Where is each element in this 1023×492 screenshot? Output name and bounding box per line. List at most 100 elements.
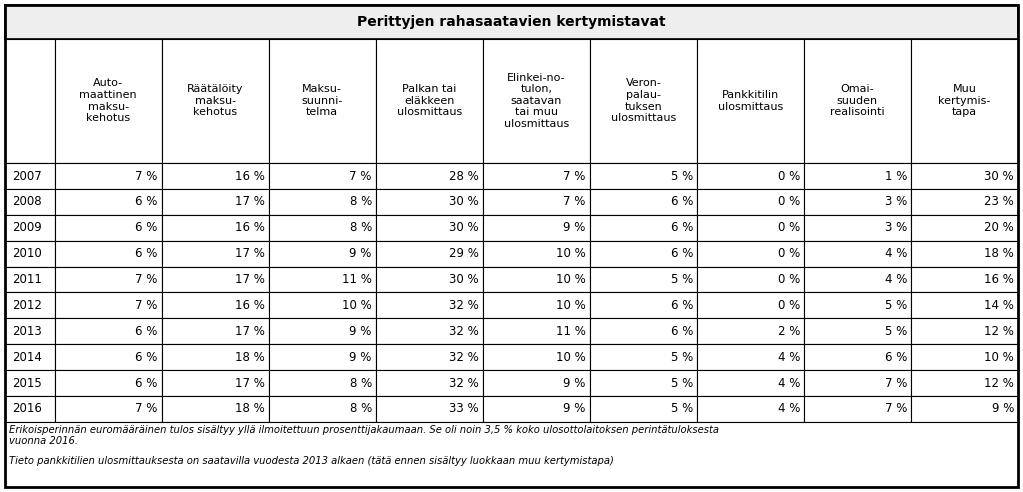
Bar — [590, 215, 697, 241]
Bar — [910, 189, 1018, 215]
Text: Auto-
maattinen
maksu-
kehotus: Auto- maattinen maksu- kehotus — [80, 78, 137, 123]
Bar — [162, 344, 269, 370]
Bar — [483, 189, 590, 215]
Bar — [483, 370, 590, 396]
Text: 16 %: 16 % — [235, 221, 265, 234]
Bar — [162, 241, 269, 267]
Text: 4 %: 4 % — [777, 376, 800, 390]
Text: 6 %: 6 % — [670, 221, 693, 234]
Bar — [804, 189, 910, 215]
Bar — [910, 292, 1018, 318]
Bar — [162, 370, 269, 396]
Bar — [697, 267, 804, 292]
Text: 2013: 2013 — [12, 325, 42, 338]
Bar — [375, 189, 483, 215]
Text: 7 %: 7 % — [564, 170, 586, 183]
Text: 6 %: 6 % — [670, 195, 693, 209]
Bar — [697, 189, 804, 215]
Bar — [162, 396, 269, 422]
Text: 6 %: 6 % — [135, 221, 158, 234]
Bar — [804, 292, 910, 318]
Text: Muu
kertymis-
tapa: Muu kertymis- tapa — [938, 84, 990, 118]
Text: 10 %: 10 % — [557, 299, 586, 312]
Text: 29 %: 29 % — [449, 247, 479, 260]
Text: 4 %: 4 % — [777, 351, 800, 364]
Bar — [269, 241, 375, 267]
Bar — [697, 163, 804, 189]
Text: 18 %: 18 % — [235, 402, 265, 415]
Bar — [375, 267, 483, 292]
Text: 4 %: 4 % — [777, 402, 800, 415]
Text: 3 %: 3 % — [885, 195, 907, 209]
Bar — [5, 422, 1018, 487]
Bar — [375, 38, 483, 163]
Bar — [54, 38, 162, 163]
Bar — [375, 292, 483, 318]
Text: 7 %: 7 % — [135, 170, 158, 183]
Bar — [54, 292, 162, 318]
Bar — [590, 267, 697, 292]
Text: 9 %: 9 % — [564, 221, 586, 234]
Bar — [269, 370, 375, 396]
Text: 9 %: 9 % — [350, 325, 371, 338]
Bar — [162, 163, 269, 189]
Bar — [269, 38, 375, 163]
Bar — [54, 344, 162, 370]
Text: 18 %: 18 % — [984, 247, 1014, 260]
Bar — [5, 189, 54, 215]
Text: 11 %: 11 % — [555, 325, 586, 338]
Bar — [697, 344, 804, 370]
Text: 23 %: 23 % — [984, 195, 1014, 209]
Text: 6 %: 6 % — [135, 376, 158, 390]
Text: 30 %: 30 % — [449, 273, 479, 286]
Bar — [483, 38, 590, 163]
Text: 6 %: 6 % — [670, 299, 693, 312]
Bar — [590, 318, 697, 344]
Text: 6 %: 6 % — [135, 325, 158, 338]
Text: 18 %: 18 % — [235, 351, 265, 364]
Bar — [54, 241, 162, 267]
Text: 9 %: 9 % — [564, 376, 586, 390]
Text: 14 %: 14 % — [984, 299, 1014, 312]
Text: 11 %: 11 % — [342, 273, 371, 286]
Text: 2014: 2014 — [12, 351, 42, 364]
Bar — [5, 267, 54, 292]
Text: 2011: 2011 — [12, 273, 42, 286]
Text: 6 %: 6 % — [670, 247, 693, 260]
Bar — [162, 189, 269, 215]
Bar — [697, 396, 804, 422]
Text: 10 %: 10 % — [557, 351, 586, 364]
Bar — [162, 267, 269, 292]
Text: 8 %: 8 % — [350, 402, 371, 415]
Text: 8 %: 8 % — [350, 195, 371, 209]
Text: 30 %: 30 % — [449, 195, 479, 209]
Bar — [5, 396, 54, 422]
Text: 6 %: 6 % — [135, 247, 158, 260]
Text: 0 %: 0 % — [777, 273, 800, 286]
Bar — [804, 267, 910, 292]
Text: 6 %: 6 % — [135, 195, 158, 209]
Bar — [483, 292, 590, 318]
Bar — [483, 215, 590, 241]
Bar — [910, 241, 1018, 267]
Bar — [804, 318, 910, 344]
Text: 10 %: 10 % — [557, 273, 586, 286]
Bar — [483, 241, 590, 267]
Bar — [5, 163, 54, 189]
Bar — [483, 396, 590, 422]
Text: 7 %: 7 % — [564, 195, 586, 209]
Text: 6 %: 6 % — [135, 351, 158, 364]
Text: Maksu-
suunni-
telma: Maksu- suunni- telma — [302, 84, 343, 118]
Text: 2010: 2010 — [12, 247, 42, 260]
Bar — [54, 370, 162, 396]
Bar — [269, 189, 375, 215]
Text: 28 %: 28 % — [449, 170, 479, 183]
Bar — [804, 38, 910, 163]
Bar — [804, 370, 910, 396]
Text: 2007: 2007 — [12, 170, 42, 183]
Bar — [590, 241, 697, 267]
Bar — [590, 38, 697, 163]
Bar — [375, 370, 483, 396]
Bar — [910, 344, 1018, 370]
Bar — [5, 5, 1018, 38]
